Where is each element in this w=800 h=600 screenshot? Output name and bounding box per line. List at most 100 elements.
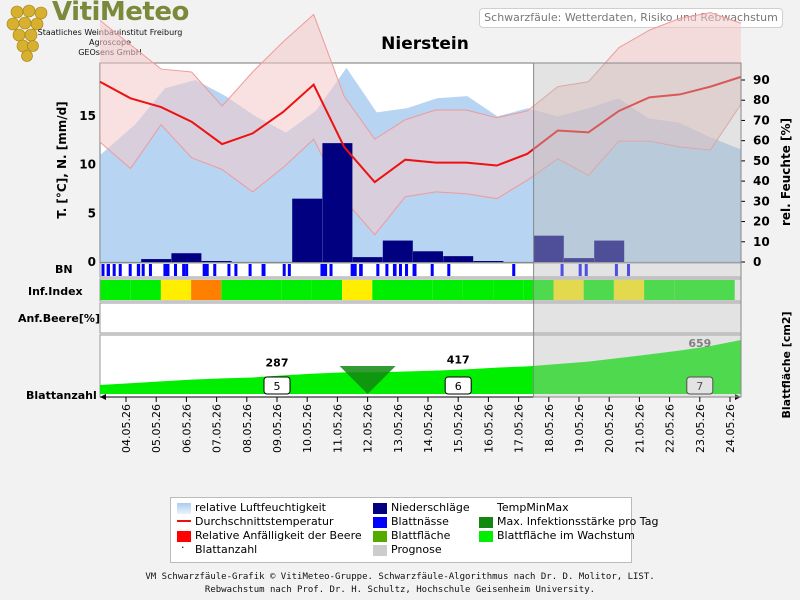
wetness-block-10 <box>182 264 186 276</box>
wetness-block-15 <box>234 264 238 276</box>
row-label-bn: BN <box>55 263 73 276</box>
right-tick-0: 0 <box>753 255 761 269</box>
wetness-block-21 <box>329 264 333 276</box>
x-tick-14.05.26: 14.05.26 <box>422 404 435 453</box>
wetness-block-3 <box>118 264 122 276</box>
precip-bar-11.05.26 <box>322 143 353 262</box>
forecast-overlay <box>533 62 742 398</box>
legend-swatch-maxinf <box>479 517 493 528</box>
leaf-area-fill <box>100 340 741 394</box>
left-tick-15: 15 <box>79 109 96 123</box>
logo-name: VitiMeteo <box>52 0 189 27</box>
left-tick-5: 5 <box>88 206 96 220</box>
wetness-block-30 <box>430 264 434 276</box>
wetness-block-34 <box>578 264 582 276</box>
wetness-block-37 <box>626 264 631 276</box>
right-tick-10: 10 <box>753 235 770 249</box>
wetness-block-6 <box>141 264 145 276</box>
logo-line-2: Agroscope <box>88 38 132 47</box>
precip-bar-14.05.26 <box>413 251 443 262</box>
humidity-area <box>100 67 741 262</box>
y-axis-label-right: rel. Feuchte [%] <box>779 118 793 226</box>
legend-swatch-wetness <box>373 517 387 528</box>
inf-cell-11.05.26 <box>311 280 343 300</box>
inf-cell-08.05.26 <box>221 280 252 300</box>
wetness-block-28 <box>405 264 409 276</box>
legend-tempminmax: TempMinMax <box>497 501 569 514</box>
inf-cell-09.05.26 <box>251 280 282 300</box>
wetness-block-22 <box>350 264 357 276</box>
inf-cell-12.05.26 <box>342 280 373 300</box>
y-axis-label-left: T. [°C], N. [mm/d] <box>55 101 69 218</box>
x-tick-17.05.26: 17.05.26 <box>513 404 526 453</box>
wetness-block-26 <box>392 264 397 276</box>
legend-swatch-forecast <box>373 545 387 556</box>
legend-wetness: Blattnässe <box>391 515 449 528</box>
wetness-block-18 <box>282 264 286 276</box>
wetness-block-20 <box>320 264 328 276</box>
x-tick-06.05.26: 06.05.26 <box>180 404 193 453</box>
legend-maxinf: Max. Infektionsstärke pro Tag <box>497 515 659 528</box>
wetness-block-11 <box>185 264 189 276</box>
wetness-block-1 <box>106 264 110 276</box>
logo-line-1: Staatliches Weinbauinstitut Freiburg <box>37 28 183 37</box>
inf-cell-07.05.26 <box>191 280 222 300</box>
footer-line-2: Rebwachstum nach Prof. Dr. H. Schultz, H… <box>204 585 596 595</box>
wetness-block-4 <box>128 264 132 276</box>
inf-cell-19.05.26 <box>553 280 584 300</box>
right-tick-40: 40 <box>753 174 770 188</box>
x-tick-23.05.26: 23.05.26 <box>694 404 707 453</box>
x-tick-21.05.26: 21.05.26 <box>633 404 646 453</box>
max-infection-marker <box>339 366 396 394</box>
leaf-count-value-7: 7 <box>696 380 703 393</box>
precip-bar-12.05.26 <box>352 257 383 262</box>
inf-cell-14.05.26 <box>402 280 433 300</box>
x-tick-19.05.26: 19.05.26 <box>573 404 586 453</box>
blatt-row-frame <box>99 334 742 398</box>
leaf-count-box-6 <box>444 376 472 395</box>
wetness-block-16 <box>248 264 252 276</box>
legend-swatch-avgtemp <box>177 520 191 522</box>
legend-leafarea: Blattfläche <box>391 529 451 542</box>
leaf-count-value-6: 6 <box>455 380 462 393</box>
inf-row-frame <box>99 278 742 302</box>
wetness-block-25 <box>385 264 389 276</box>
wetness-block-24 <box>376 264 380 276</box>
main-plot-frame <box>99 62 742 263</box>
leaf-area-label-287: 287 <box>266 356 289 369</box>
x-tick-12.05.26: 12.05.26 <box>362 404 375 453</box>
wetness-block-27 <box>398 264 402 276</box>
precip-bar-20.05.26 <box>594 240 625 262</box>
wetness-block-33 <box>560 264 564 276</box>
wetness-block-23 <box>359 264 363 276</box>
wetness-block-13 <box>213 264 217 276</box>
legend-swatch-leafarea <box>373 531 387 542</box>
inf-cell-05.05.26 <box>130 280 161 300</box>
inf-cell-20.05.26 <box>583 280 614 300</box>
wetness-block-9 <box>173 264 178 276</box>
legend-suscept: Relative Anfälligkeit der Beere <box>195 529 362 542</box>
leaf-count-box-7 <box>686 376 714 395</box>
right-tick-80: 80 <box>753 93 770 107</box>
logo-line-3: GEOsens GmbH <box>78 48 142 57</box>
temp-min-line <box>99 103 742 236</box>
inf-cell-15.05.26 <box>432 280 463 300</box>
left-tick-0: 0 <box>88 255 96 269</box>
inf-cell-21.05.26 <box>613 280 645 300</box>
right-tick-20: 20 <box>753 215 770 229</box>
right-tick-50: 50 <box>753 154 770 168</box>
wetness-block-12 <box>202 264 209 276</box>
page-subtitle-box: Schwarzfäule: Wetterdaten, Risiko und Re… <box>479 8 783 28</box>
temp-max-line <box>99 12 742 140</box>
precip-bar-07.05.26 <box>201 261 232 262</box>
x-tick-08.05.26: 08.05.26 <box>241 404 254 453</box>
x-tick-24.05.26: 24.05.26 <box>724 404 737 453</box>
precip-bar-06.05.26 <box>171 253 202 262</box>
row-label-anf: Anf.Beere[%] <box>18 312 100 325</box>
inf-cell-18.05.26 <box>523 280 554 300</box>
right-tick-30: 30 <box>753 194 770 208</box>
inf-cell-24.05.26 <box>704 280 735 300</box>
wetness-block-31 <box>447 264 451 276</box>
wetness-block-8 <box>163 264 170 276</box>
station-title: Nierstein <box>381 34 469 54</box>
